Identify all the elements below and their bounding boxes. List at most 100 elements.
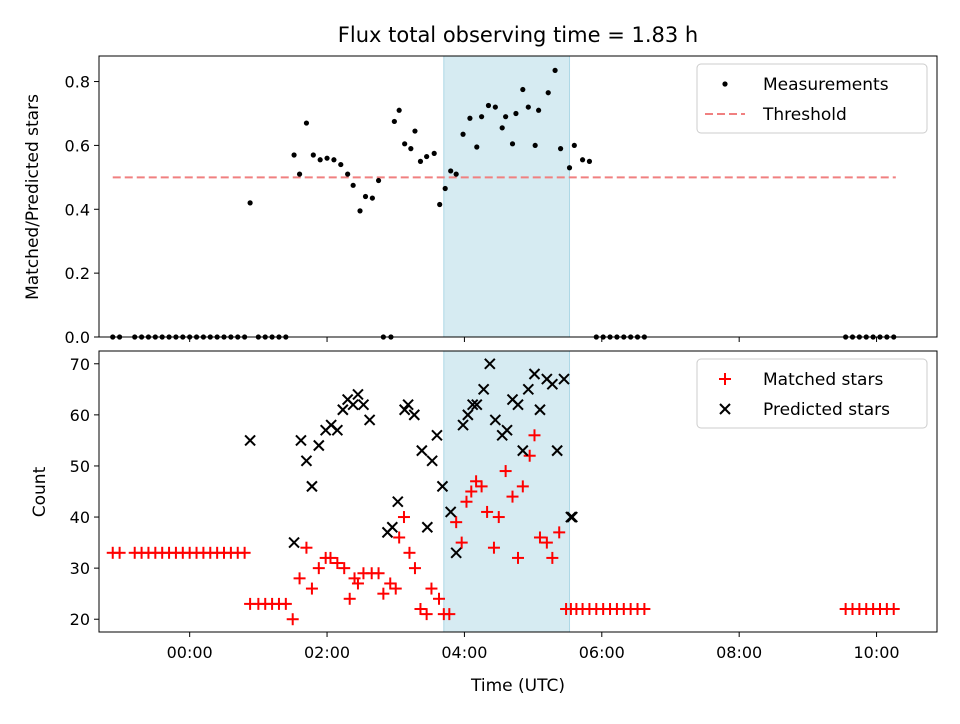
measurement-point <box>453 171 459 177</box>
predicted-star-point <box>398 404 411 416</box>
matched-star-point <box>286 613 299 626</box>
measurement-point <box>303 120 310 126</box>
predicted-star-point <box>462 409 474 421</box>
chart-title: Flux total observing time = 1.83 h <box>338 23 698 47</box>
predicted-star-point <box>392 496 404 508</box>
predicted-star-point <box>489 414 502 426</box>
matched-star-point <box>533 531 546 544</box>
predicted-star-point <box>517 444 529 457</box>
legend-marker-predicted <box>719 403 731 415</box>
x-axis-label: Time (UTC) <box>470 676 565 696</box>
measurement-point <box>391 118 397 125</box>
measurement-point <box>338 161 344 168</box>
matched-star-point <box>887 603 900 616</box>
top-y-tick-label: 0.6 <box>65 136 90 155</box>
matched-star-point <box>638 603 651 616</box>
measurement-point <box>460 131 466 137</box>
bottom-y-tick-label: 70 <box>70 355 90 374</box>
predicted-star-point <box>457 419 469 431</box>
predicted-star-point <box>534 404 546 416</box>
matched-star-point <box>331 557 344 570</box>
predicted-star-point <box>295 434 307 447</box>
bottom-axes-frame <box>98 350 938 633</box>
matched-star-point <box>372 567 385 580</box>
bottom-legend: Matched stars Predicted stars <box>696 358 928 429</box>
measurement-point <box>478 114 485 120</box>
matched-star-point <box>455 536 468 549</box>
matched-star-point <box>338 562 351 575</box>
measurement-point <box>291 152 297 158</box>
measurement-point <box>345 171 351 177</box>
matched-star-point <box>113 546 126 559</box>
measurement-point <box>431 150 437 156</box>
predicted-star-point <box>450 547 462 559</box>
predicted-star-point <box>363 414 376 426</box>
matched-star-point <box>540 536 553 549</box>
x-tick-label: 00:00 <box>167 643 213 662</box>
matched-star-point <box>393 531 406 544</box>
matched-star-point <box>512 551 524 564</box>
matched-star-point <box>377 587 390 600</box>
bottom-y-tick-label: 50 <box>70 457 90 476</box>
measurement-point <box>417 158 424 164</box>
predicted-star-point <box>313 439 325 452</box>
predicted-star-point <box>426 455 438 467</box>
x-tick-label: 02:00 <box>304 643 350 662</box>
matched-star-point <box>433 592 446 605</box>
predicted-star-point <box>528 368 541 380</box>
matched-star-point <box>324 551 337 564</box>
measurement-point <box>357 208 363 214</box>
measurement-point <box>513 110 519 117</box>
measurement-point <box>424 153 430 160</box>
measurement-point <box>557 146 564 152</box>
predicted-star-point <box>566 511 578 523</box>
bottom-panel: 20 30 40 50 60 70 00:00 02:00 04:00 06:00 08:00 10:… <box>70 350 938 662</box>
measurement-point <box>437 201 443 208</box>
matched-star-point <box>475 480 488 493</box>
bottom-y-tick-label: 60 <box>70 406 90 425</box>
top-legend: Measurements Threshold <box>696 63 928 134</box>
matched-star-point <box>465 485 478 498</box>
measurement-point <box>509 141 516 147</box>
measurement-point <box>412 128 418 134</box>
predicted-star-point <box>244 434 256 447</box>
x-tick-label: 04:00 <box>441 643 487 662</box>
measurement-point <box>375 177 382 184</box>
matched-star-point <box>523 449 536 462</box>
measurement-point <box>532 142 538 149</box>
measurement-point <box>485 102 492 109</box>
measurement-point <box>442 185 448 192</box>
predicted-star-point <box>477 383 490 396</box>
measurement-point <box>350 182 356 188</box>
predicted-star-point <box>421 521 434 533</box>
bottom-y-axis-label: Count <box>30 466 50 517</box>
bottom-y-tick-label: 30 <box>70 559 90 578</box>
measurement-point <box>492 104 498 110</box>
predicted-star-point <box>546 378 559 390</box>
predicted-star-point <box>431 429 443 442</box>
predicted-star-point <box>471 398 483 411</box>
matched-star-point <box>481 505 494 518</box>
top-highlight-span <box>443 55 571 338</box>
measurement-point <box>396 107 402 113</box>
top-y-axis-label: Matched/Predicted stars <box>23 94 43 300</box>
predicted-star-point <box>347 398 359 411</box>
measurement-point <box>317 157 323 163</box>
matched-star-point <box>397 511 410 524</box>
measurement-point <box>499 125 505 131</box>
measurement-point <box>296 171 303 177</box>
legend-label: Predicted stars <box>763 400 890 420</box>
top-y-tick-label: 0.2 <box>65 264 90 283</box>
predicted-star-point <box>386 521 399 533</box>
matched-star-point <box>238 546 251 559</box>
matched-star-point <box>312 562 325 575</box>
predicted-star-point <box>352 388 364 401</box>
matched-star-point <box>460 495 473 508</box>
measurement-point <box>579 157 586 163</box>
matched-star-point <box>470 475 483 488</box>
matched-star-point <box>499 465 512 478</box>
top-y-tick-label: 0.4 <box>65 200 90 219</box>
measurement-point <box>324 155 330 161</box>
